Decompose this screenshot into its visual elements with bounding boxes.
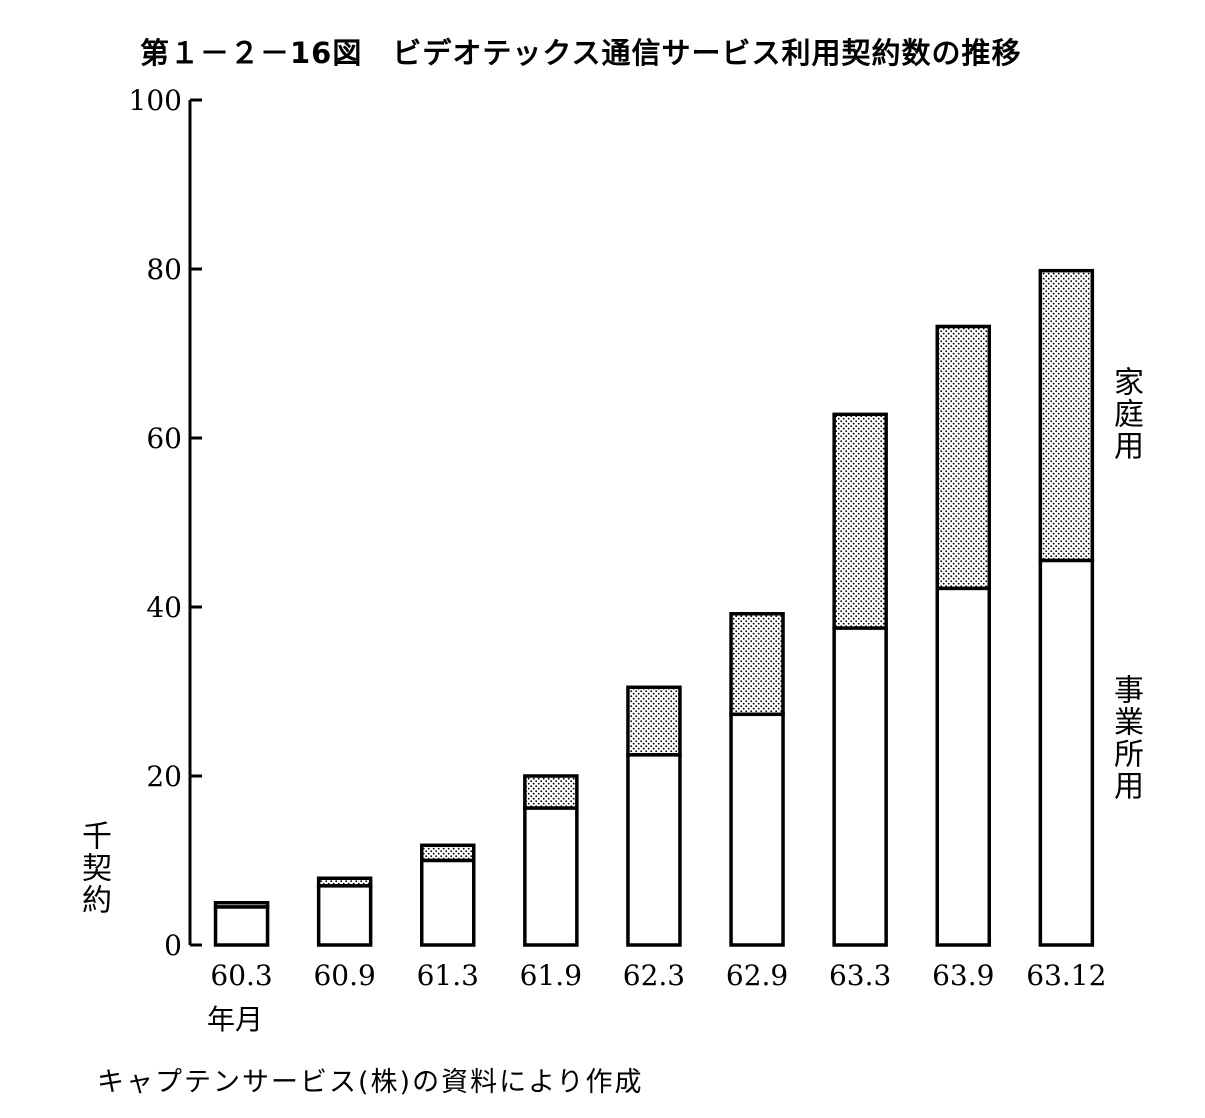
bar-business-62.3 xyxy=(626,753,682,947)
bar-home-63.3 xyxy=(832,412,888,630)
x-tick-label: 60.9 xyxy=(313,959,375,992)
bar-home-61.9 xyxy=(523,774,579,810)
axes xyxy=(188,98,202,947)
x-tick-label: 63.3 xyxy=(829,959,891,992)
x-tick-label: 61.9 xyxy=(520,959,582,992)
x-axis-unit-label: 年月 xyxy=(207,1003,264,1036)
bar-business-61.9 xyxy=(523,806,579,947)
y-tick-label: 0 xyxy=(164,929,182,962)
bar-business-60.9 xyxy=(316,884,373,947)
x-tick-label: 60.3 xyxy=(210,959,272,992)
bar-home-63.12 xyxy=(1038,268,1095,563)
bar-business-60.3 xyxy=(213,905,270,947)
bar-home-63.9 xyxy=(935,324,991,591)
bar-business-61.3 xyxy=(420,858,476,947)
y-tick-label: 80 xyxy=(146,253,182,286)
legend-home-label: 家庭用 xyxy=(1108,366,1143,462)
source-note: キャプテンサービス(株)の資料により作成 xyxy=(97,1067,644,1098)
y-tick-label: 40 xyxy=(146,591,182,624)
bars xyxy=(213,268,1095,947)
y-axis-unit-label: 千契約 xyxy=(76,820,111,916)
x-tick-label: 63.12 xyxy=(1026,959,1106,992)
bar-business-63.3 xyxy=(832,626,888,947)
y-tick-label: 60 xyxy=(146,422,182,455)
bar-business-62.9 xyxy=(729,712,785,947)
labels: 0 20 40 60 80 100 60.3 60.9 61.3 61.9 62.3 62.9 63.3… xyxy=(129,84,1107,992)
x-tick-label: 63.9 xyxy=(932,959,994,992)
x-tick-label: 62.9 xyxy=(726,959,788,992)
bar-home-62.9 xyxy=(729,612,785,717)
bar-business-63.12 xyxy=(1038,558,1095,947)
chart-title: 第１－２－16図 ビデオテックス通信サービス利用契約数の推移 xyxy=(140,36,1022,70)
bar-business-63.9 xyxy=(935,586,991,947)
legend-business-label: 事業所用 xyxy=(1108,674,1143,802)
x-tick-label: 61.3 xyxy=(417,959,479,992)
x-tick-label: 62.3 xyxy=(623,959,685,992)
y-tick-label: 20 xyxy=(146,760,182,793)
bar-home-62.3 xyxy=(626,685,682,757)
y-tick-label: 100 xyxy=(129,84,182,117)
bar-home-61.3 xyxy=(420,843,476,863)
